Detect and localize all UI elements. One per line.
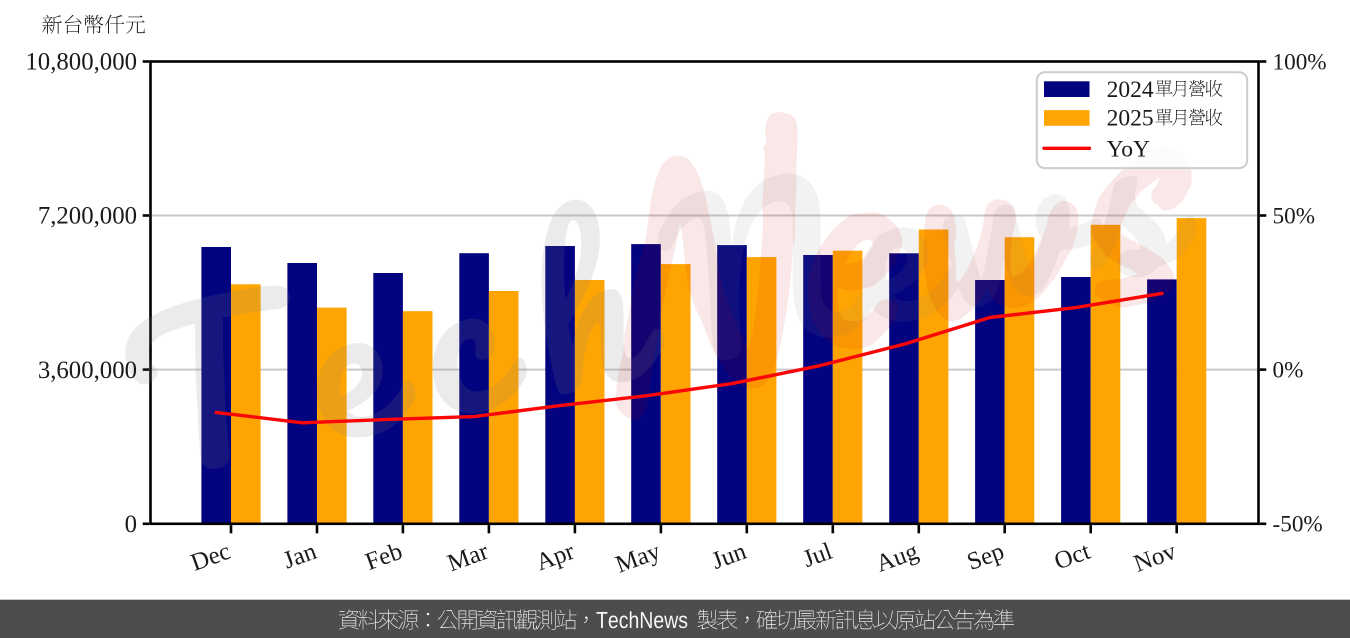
svg-text:-50%: -50% xyxy=(1273,512,1323,538)
svg-text:10,800,000: 10,800,000 xyxy=(25,49,137,76)
svg-text:May: May xyxy=(612,538,665,579)
svg-text:2024: 2024 xyxy=(1107,77,1154,103)
svg-text:3,600,000: 3,600,000 xyxy=(38,357,137,384)
svg-text:0: 0 xyxy=(125,511,137,538)
svg-text:Sep: Sep xyxy=(964,538,1008,576)
svg-text:Jul: Jul xyxy=(799,538,836,573)
svg-text:Jan: Jan xyxy=(280,538,321,575)
svg-text:Nov: Nov xyxy=(1130,538,1180,578)
svg-text:0%: 0% xyxy=(1273,357,1304,383)
svg-text:Mar: Mar xyxy=(444,538,493,578)
svg-text:Dec: Dec xyxy=(187,538,234,577)
svg-text:50%: 50% xyxy=(1273,203,1316,229)
svg-text:100%: 100% xyxy=(1273,49,1327,75)
svg-text:Aug: Aug xyxy=(872,538,921,578)
svg-text:Oct: Oct xyxy=(1051,538,1094,576)
svg-text:Jun: Jun xyxy=(708,538,750,575)
svg-text:Feb: Feb xyxy=(362,538,406,576)
svg-text:2025: 2025 xyxy=(1107,106,1154,132)
svg-text:7,200,000: 7,200,000 xyxy=(38,203,137,230)
svg-text:YoY: YoY xyxy=(1107,137,1150,163)
svg-text:Apr: Apr xyxy=(532,538,578,577)
